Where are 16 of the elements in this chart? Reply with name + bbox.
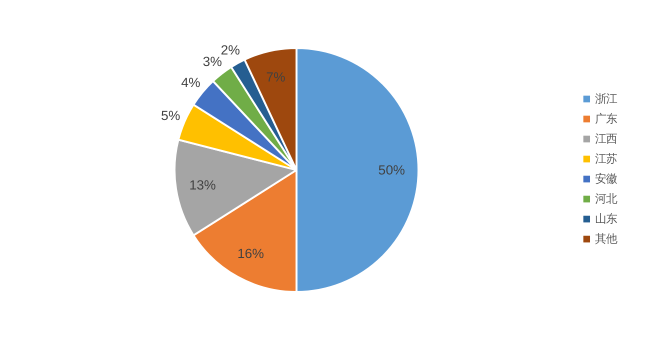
legend-label: 其他 [594,232,617,246]
legend-label: 广东 [594,112,617,126]
legend-label: 山东 [594,212,617,226]
data-label: 13% [189,177,216,192]
data-label: 4% [181,75,201,90]
data-label: 16% [237,246,264,261]
legend-label: 河北 [594,192,617,206]
data-label: 2% [220,42,240,58]
legend-label: 江苏 [594,152,617,166]
legend-label: 浙江 [594,92,617,106]
data-label: 5% [160,108,180,123]
data-label: 3% [202,54,222,70]
data-label: 50% [378,162,406,178]
legend-label: 安徽 [594,172,617,186]
legend-label: 江西 [594,134,617,146]
data-label: 7% [266,70,286,85]
